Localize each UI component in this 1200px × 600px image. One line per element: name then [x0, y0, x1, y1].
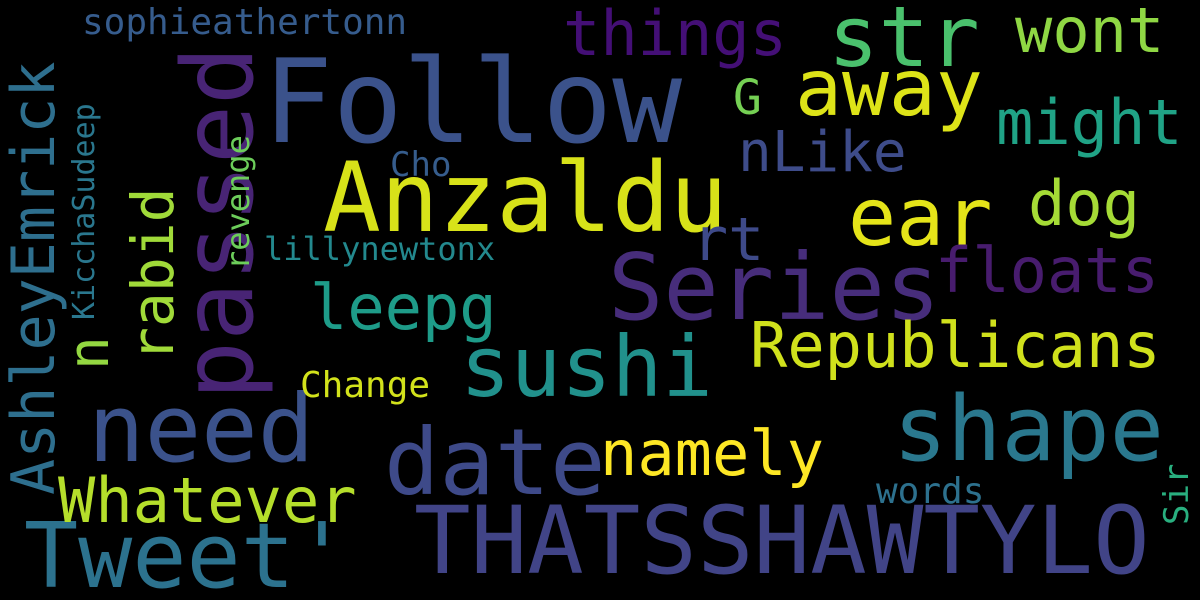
word-republicans: Republicans — [750, 309, 1161, 382]
word-sushi: sushi — [460, 318, 713, 416]
word-floats: floats — [935, 234, 1159, 307]
word-words: words — [876, 471, 985, 512]
word-n: n — [57, 336, 122, 370]
word-anzaldu: Anzaldu — [323, 142, 728, 254]
word-revenge: revenge — [219, 135, 257, 270]
word-leepg: leepg — [310, 271, 497, 344]
word-nlike: nLike — [738, 120, 907, 185]
word-str: str — [828, 0, 980, 86]
word-things: things — [563, 0, 787, 70]
word-sir: Sir — [1157, 463, 1197, 525]
word-whatever: Whatever — [58, 464, 357, 537]
word-wont: wont — [1015, 0, 1165, 67]
word-kicchasudeep: KicchaSudeep — [67, 103, 102, 320]
word-change: Change — [300, 365, 431, 406]
word-follow: Follow — [263, 35, 683, 170]
word-thatsshawtylo: THATSSHAWTYLO — [414, 487, 1150, 596]
word-dog: dog — [1028, 167, 1140, 240]
word-cho: Cho — [390, 145, 452, 185]
word-need: need — [88, 375, 315, 484]
word-sophieathertonn: sophieathertonn — [82, 2, 408, 43]
word-shape: shape — [893, 377, 1164, 482]
word-tweet: Tweet' — [24, 504, 350, 600]
word-away: away — [795, 44, 983, 134]
word-series: Series — [608, 234, 941, 341]
word-ear: ear — [848, 171, 993, 264]
word-ashleyemrick: AshleyEmrick — [0, 61, 69, 495]
word-might: might — [996, 86, 1183, 159]
word-lillynewtonx: lillynewtonx — [264, 230, 496, 268]
word-g: G — [733, 70, 762, 126]
word-namely: namely — [600, 417, 824, 490]
word-date: date — [384, 409, 606, 516]
word-rt: rt — [692, 205, 765, 275]
word-rabid: rabid — [119, 187, 187, 362]
